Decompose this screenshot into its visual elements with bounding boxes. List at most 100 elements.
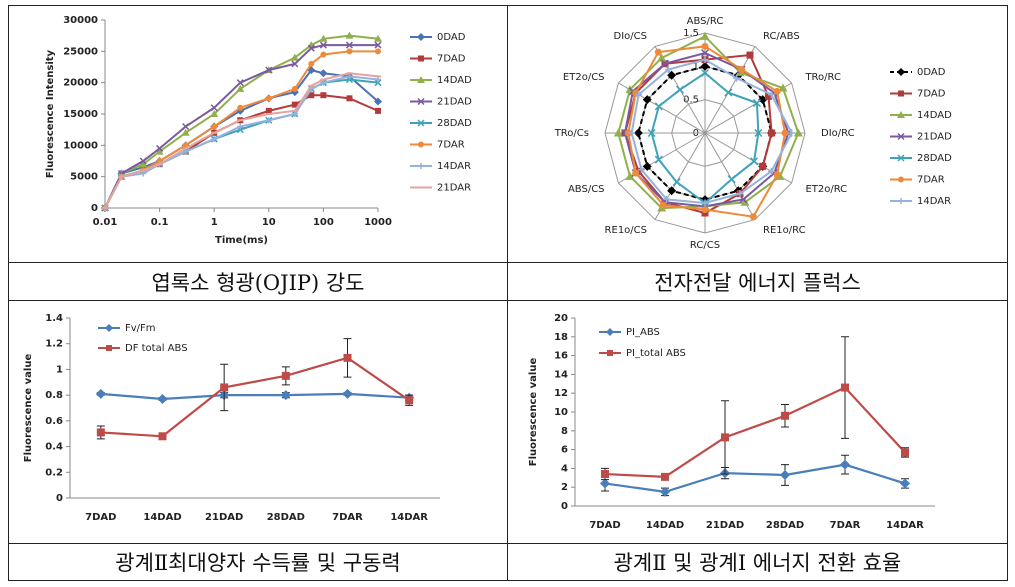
y-tick-label: 6 [561, 445, 568, 456]
marker [659, 201, 667, 209]
y-tick-label: 4 [561, 463, 568, 474]
marker [319, 41, 327, 49]
marker [897, 154, 905, 162]
series-line [630, 58, 793, 205]
marker [601, 470, 609, 479]
marker [765, 92, 773, 100]
marker [346, 73, 353, 80]
marker [628, 129, 636, 137]
marker [767, 167, 775, 175]
marker [901, 448, 909, 457]
marker [701, 42, 709, 50]
marker [897, 111, 905, 118]
x-tick-label: 100 [313, 217, 334, 228]
axis-label: TRo/Cs [554, 128, 589, 139]
y-tick-label: 1.2 [45, 339, 63, 350]
y-tick-label: 0.6 [45, 416, 63, 427]
x-tick-label: 7DAR [830, 520, 861, 531]
marker [375, 48, 381, 55]
marker [157, 394, 168, 404]
marker [660, 59, 670, 68]
legend-label: 14DAR [437, 161, 471, 172]
marker [768, 129, 776, 137]
marker [773, 171, 781, 179]
legend-label: PI_total ABS [626, 348, 686, 359]
axis-label: RC/ABS [763, 31, 800, 42]
y-tick-label: 10 [554, 407, 568, 418]
x-axis-title: Time(ms) [215, 235, 268, 246]
marker [105, 324, 113, 332]
x-tick-label: 0.1 [151, 217, 169, 228]
marker [181, 128, 190, 136]
axis-label: DIo/CS [614, 31, 647, 42]
marker [375, 107, 381, 114]
legend-label: 0DAD [917, 67, 946, 78]
marker [345, 41, 353, 49]
x-tick-label: 7DAR [332, 512, 363, 523]
marker [780, 469, 790, 480]
x-tick-label: 1000 [364, 217, 392, 228]
marker [342, 388, 353, 399]
marker [637, 166, 645, 174]
marker [654, 102, 663, 111]
series-line [100, 356, 410, 438]
x-tick-label: 7DAD [85, 512, 116, 523]
marker [345, 31, 354, 39]
marker [754, 128, 763, 138]
marker [374, 79, 382, 87]
marker [156, 144, 164, 152]
marker [139, 160, 148, 168]
r-tick-label: 1.5 [683, 28, 699, 39]
x-tick-label: 7DAD [589, 520, 620, 531]
marker [841, 383, 849, 392]
chart: 0 0.2 0.4 0.6 0.8 1 1.2 1.4 7DAD 14DAD 21DAD 28DAD 7… [23, 313, 440, 523]
marker [663, 195, 671, 203]
legend-label: 21DAD [437, 97, 472, 108]
marker [898, 198, 904, 204]
x-tick-label: 0.01 [93, 217, 118, 228]
marker [661, 472, 669, 481]
marker [96, 428, 105, 437]
marker [291, 85, 298, 92]
x-tick-label: 14DAR [390, 512, 428, 523]
marker [625, 171, 635, 180]
marker [374, 97, 382, 106]
marker [635, 91, 643, 99]
marker [898, 176, 904, 183]
axis-label: ABS/RC [687, 16, 724, 27]
marker [897, 68, 905, 76]
marker [752, 98, 761, 108]
marker [211, 123, 218, 130]
marker [897, 132, 905, 141]
marker [654, 155, 663, 164]
marker [237, 123, 244, 130]
legend-label: 28DAD [437, 118, 472, 129]
marker [700, 31, 710, 40]
marker [418, 55, 424, 62]
x-tick-label: 1 [211, 217, 218, 228]
marker [781, 129, 789, 137]
marker [672, 178, 681, 187]
marker [701, 199, 709, 207]
axis-label: RE1o/RC [763, 225, 806, 236]
marker [700, 68, 710, 78]
y-tick-label: 16 [554, 351, 568, 362]
marker [613, 128, 623, 137]
axis-label: ABS/CS [568, 184, 605, 195]
marker [667, 70, 677, 80]
y-tick-label: 1 [56, 364, 63, 375]
series-line [104, 72, 379, 209]
marker [746, 51, 754, 59]
marker [701, 56, 709, 64]
caption: 광계Ⅱ 및 광계Ⅰ 에너지 전환 효율 [507, 543, 1008, 581]
marker [343, 353, 352, 362]
axis-label: ET2o/RC [805, 184, 847, 195]
marker [346, 48, 353, 55]
x-tick-label: 21DAD [205, 512, 243, 523]
marker [95, 388, 106, 399]
legend-label: DF total ABS [125, 343, 188, 354]
marker [106, 345, 112, 351]
y-tick-label: 15000 [63, 109, 98, 120]
marker [210, 104, 218, 112]
y-tick-label: 8 [561, 426, 568, 437]
